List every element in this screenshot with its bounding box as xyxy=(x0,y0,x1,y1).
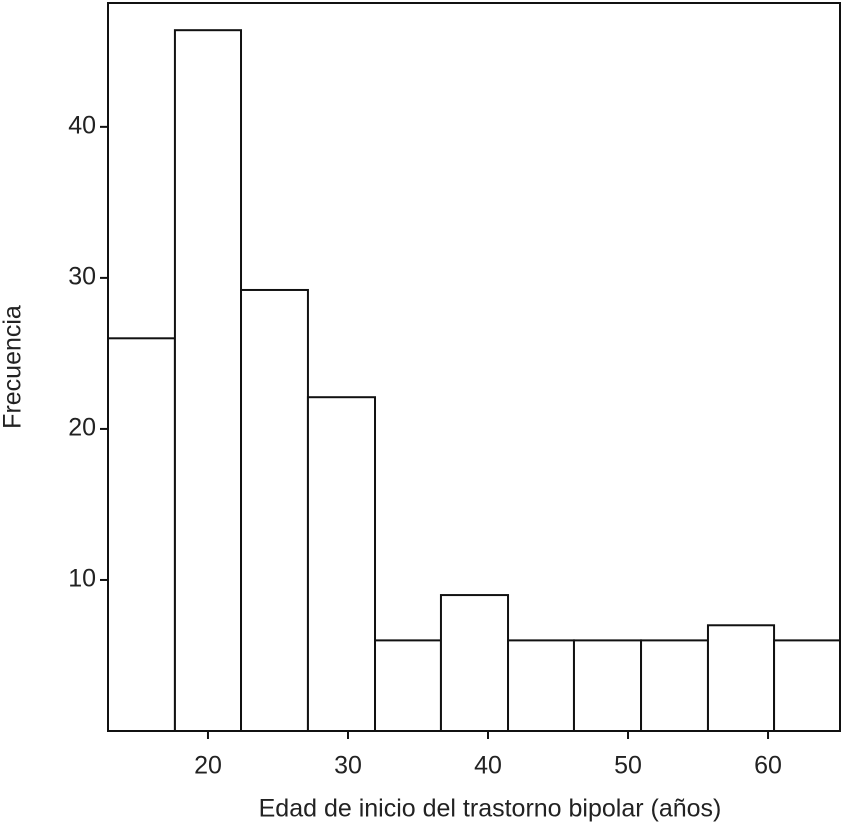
y-tick-label: 40 xyxy=(68,111,96,139)
x-tick-label: 30 xyxy=(334,752,362,780)
y-tick-label: 10 xyxy=(68,565,96,593)
bar xyxy=(640,639,709,732)
bar xyxy=(306,396,377,732)
x-tick-label: 60 xyxy=(754,752,782,780)
bar xyxy=(572,639,643,732)
bar xyxy=(439,594,510,733)
bar xyxy=(773,639,841,732)
bar xyxy=(507,639,575,732)
bar xyxy=(107,337,176,732)
bar xyxy=(374,639,442,732)
bar xyxy=(240,288,309,732)
plot-frame xyxy=(107,2,841,732)
bar xyxy=(173,29,243,733)
x-tick-label: 50 xyxy=(614,752,642,780)
x-axis-label: Edad de inicio del trastorno bipolar (añ… xyxy=(259,795,722,823)
x-tick-label: 40 xyxy=(474,752,502,780)
bar xyxy=(706,624,776,733)
y-tick-label: 30 xyxy=(68,262,96,290)
x-tick-label: 20 xyxy=(194,752,222,780)
y-tick-label: 20 xyxy=(68,414,96,442)
y-axis-label: Frecuencia xyxy=(0,305,27,429)
